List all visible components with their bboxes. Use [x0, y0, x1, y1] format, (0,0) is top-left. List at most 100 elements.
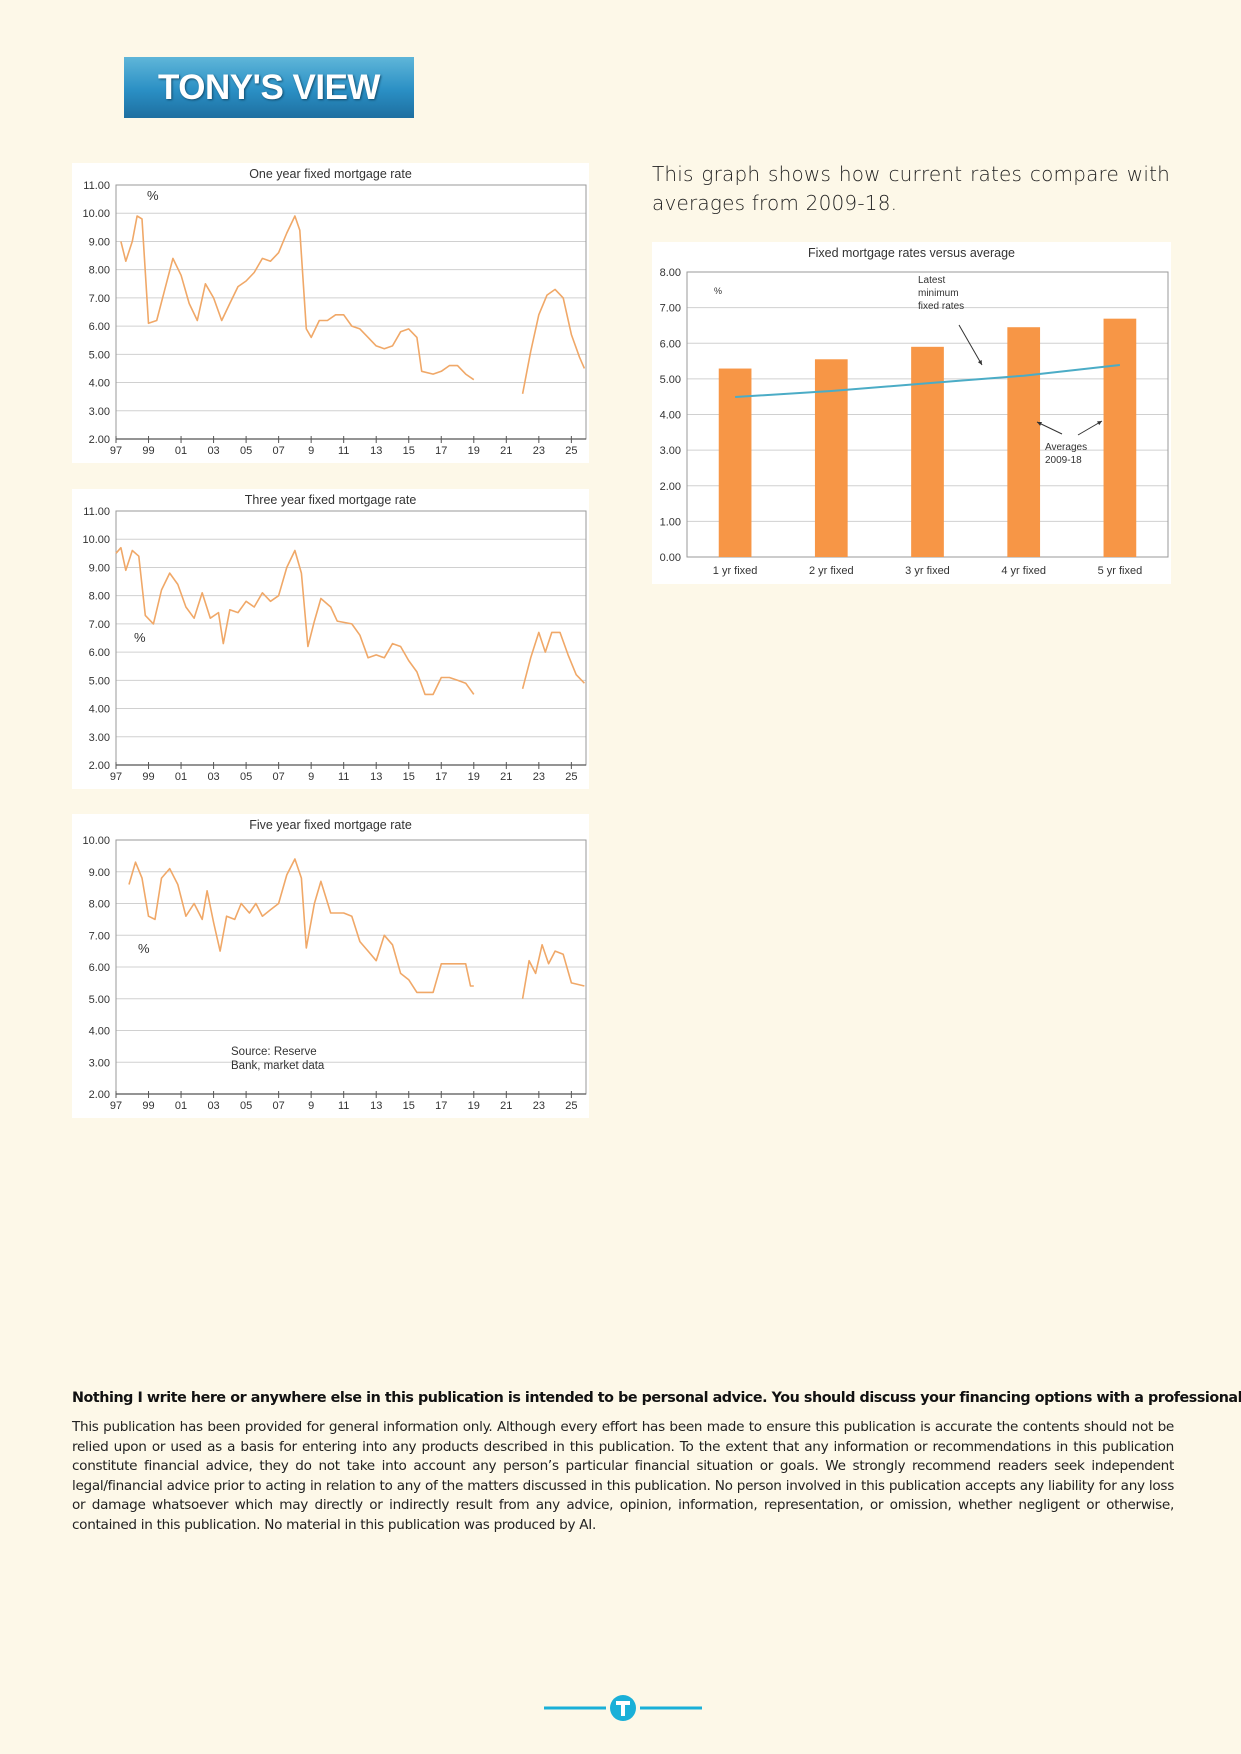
x-tick-label: 21: [500, 1100, 512, 1112]
chart-title: Five year fixed mortgage rate: [249, 818, 412, 832]
annotation-arrowhead: [977, 360, 982, 365]
y-tick-label: 7.00: [89, 619, 110, 631]
x-tick-label: 21: [500, 771, 512, 783]
x-tick-label: 23: [533, 771, 545, 783]
x-tick-label: 03: [207, 1100, 219, 1112]
x-tick-label: 05: [240, 771, 252, 783]
x-tick-label: 2 yr fixed: [809, 565, 854, 577]
bar: [814, 359, 848, 557]
y-tick-label: 2.00: [89, 760, 110, 772]
bar: [1103, 318, 1137, 557]
y-tick-label: 8.00: [89, 591, 110, 603]
x-tick-label: 1 yr fixed: [713, 565, 758, 577]
x-tick-label: 05: [240, 1100, 252, 1112]
footer-emblem: [544, 1695, 702, 1721]
chart-title: One year fixed mortgage rate: [249, 167, 412, 181]
x-tick-label: 99: [142, 771, 154, 783]
y-tick-label: 1.00: [660, 516, 681, 528]
y-tick-label: 3.00: [89, 732, 110, 744]
annotation: minimum: [918, 288, 959, 299]
x-tick-label: 13: [370, 445, 382, 457]
y-tick-label: 5.00: [89, 675, 110, 687]
x-tick-label: 25: [565, 771, 577, 783]
x-tick-label: 99: [142, 445, 154, 457]
y-tick-label: 8.00: [89, 899, 110, 911]
y-tick-label: 10.00: [82, 835, 110, 847]
y-tick-label: 6.00: [660, 338, 681, 350]
y-tick-label: 9.00: [89, 562, 110, 574]
y-tick-label: 7.00: [660, 303, 681, 315]
y-tick-label: 2.00: [660, 481, 681, 493]
annotation: Averages: [1045, 442, 1087, 453]
line-chart: Three year fixed mortgage rate 2.00 3.00 4.…: [72, 489, 589, 789]
x-tick-label: 21: [500, 445, 512, 457]
x-tick-label: 5 yr fixed: [1098, 565, 1143, 577]
annotation: %: [147, 188, 159, 203]
y-tick-label: 10.00: [82, 534, 110, 546]
bar: [718, 368, 752, 557]
y-tick-label: 2.00: [89, 434, 110, 446]
y-tick-label: 4.00: [89, 1026, 110, 1038]
rate-line: [115, 546, 585, 696]
y-tick-label: 5.00: [660, 374, 681, 386]
y-tick-label: 4.00: [89, 378, 110, 390]
x-tick-label: 13: [370, 771, 382, 783]
x-tick-label: 19: [468, 771, 480, 783]
x-tick-label: 4 yr fixed: [1001, 565, 1046, 577]
y-tick-label: 6.00: [89, 647, 110, 659]
x-tick-label: 13: [370, 1100, 382, 1112]
annotation-arrowhead: [1037, 421, 1042, 426]
x-tick-label: 15: [403, 771, 415, 783]
y-tick-label: 4.00: [660, 410, 681, 422]
annotation: 2009-18: [1045, 455, 1082, 466]
footer-icon-glyph: [616, 1701, 630, 1716]
y-tick-label: 0.00: [660, 552, 681, 564]
y-tick-label: 8.00: [660, 267, 681, 279]
y-tick-label: 7.00: [89, 293, 110, 305]
x-tick-label: 11: [338, 771, 349, 783]
annotation: fixed rates: [918, 301, 964, 312]
plot-frame: [115, 184, 587, 440]
x-tick-label: 03: [207, 771, 219, 783]
y-tick-label: 11.00: [83, 180, 110, 192]
annotation: %: [134, 630, 146, 645]
y-tick-label: 4.00: [89, 704, 110, 716]
average-line: [735, 364, 1121, 398]
x-tick-label: 97: [110, 771, 122, 783]
x-tick-label: 01: [175, 771, 187, 783]
annotation-arrowhead: [1097, 421, 1102, 426]
y-tick-label: 7.00: [89, 930, 110, 942]
x-tick-label: 07: [273, 445, 285, 457]
rate-line: [120, 215, 586, 394]
x-tick-label: 11: [338, 445, 349, 457]
x-tick-label: 19: [468, 445, 480, 457]
x-tick-label: 9: [308, 1100, 314, 1112]
x-tick-label: 3 yr fixed: [905, 565, 950, 577]
y-tick-label: 9.00: [89, 236, 110, 248]
chart-title: Three year fixed mortgage rate: [245, 493, 417, 507]
x-tick-label: 25: [565, 1100, 577, 1112]
annotation: %: [714, 286, 722, 296]
line-chart: One year fixed mortgage rate 2.00 3.00 4.00…: [72, 163, 589, 463]
x-tick-label: 07: [273, 1100, 285, 1112]
x-tick-label: 01: [175, 1100, 187, 1112]
disclaimer-heading: Nothing I write here or anywhere else in…: [72, 1390, 1241, 1406]
bar: [911, 346, 944, 557]
y-tick-label: 3.00: [89, 1057, 110, 1069]
annotation-arrow: [958, 324, 983, 366]
y-tick-label: 11.00: [83, 506, 110, 518]
x-tick-label: 19: [468, 1100, 480, 1112]
annotation-arrow: [1077, 420, 1103, 436]
x-tick-label: 17: [435, 1100, 447, 1112]
y-tick-label: 8.00: [89, 265, 110, 277]
x-tick-label: 01: [175, 445, 187, 457]
y-tick-label: 6.00: [89, 321, 110, 333]
y-tick-label: 6.00: [89, 962, 110, 974]
annotation: Source: Reserve: [231, 1046, 317, 1058]
y-tick-label: 2.00: [89, 1089, 110, 1101]
intro-text: This graph shows how current rates compa…: [652, 162, 1170, 215]
bar-chart: Fixed mortgage rates versus average 0.00 1…: [652, 242, 1171, 584]
x-tick-label: 15: [403, 445, 415, 457]
y-tick-label: 5.00: [89, 349, 110, 361]
